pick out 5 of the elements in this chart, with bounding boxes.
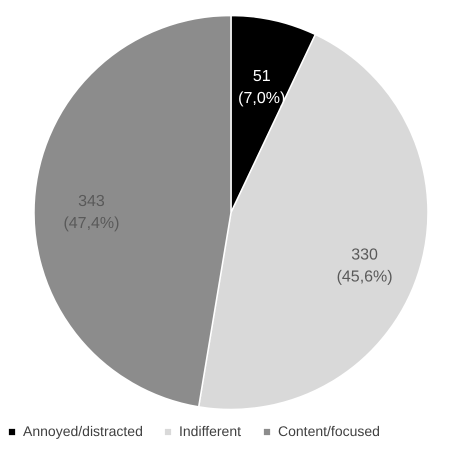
data-label: 330 (45,6%) bbox=[336, 246, 393, 286]
legend-label: Indifferent bbox=[179, 423, 242, 439]
legend-label: Content/focused bbox=[278, 423, 380, 439]
legend-label: Annoyed/distracted bbox=[23, 423, 143, 439]
data-label: 51 (7,0%) bbox=[238, 68, 286, 107]
